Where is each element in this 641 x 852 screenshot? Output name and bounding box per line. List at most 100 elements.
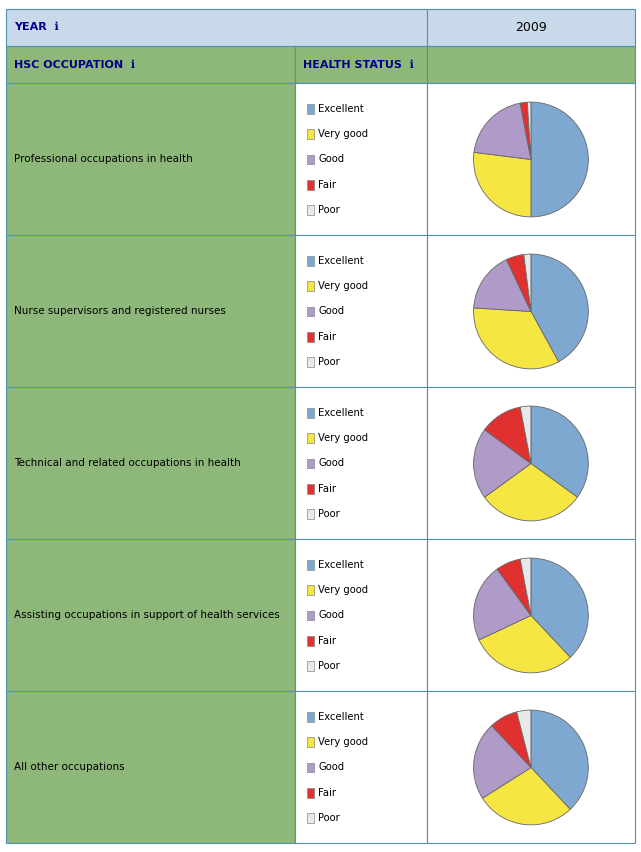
Text: YEAR  ℹ: YEAR ℹ: [14, 22, 59, 32]
Wedge shape: [485, 407, 531, 463]
Text: Poor: Poor: [319, 205, 340, 216]
Text: Very good: Very good: [319, 433, 369, 443]
FancyBboxPatch shape: [307, 661, 314, 671]
Text: Excellent: Excellent: [319, 560, 364, 570]
Wedge shape: [483, 768, 570, 825]
Text: Good: Good: [319, 763, 345, 773]
FancyBboxPatch shape: [428, 235, 635, 388]
Wedge shape: [531, 710, 588, 809]
Text: Good: Good: [319, 307, 345, 316]
FancyBboxPatch shape: [296, 539, 428, 692]
Text: Excellent: Excellent: [319, 711, 364, 722]
Wedge shape: [474, 726, 531, 798]
Text: Good: Good: [319, 611, 345, 620]
Text: Assisting occupations in support of health services: Assisting occupations in support of heal…: [14, 611, 280, 620]
FancyBboxPatch shape: [307, 585, 314, 595]
FancyBboxPatch shape: [307, 180, 314, 189]
FancyBboxPatch shape: [307, 130, 314, 139]
Wedge shape: [474, 569, 531, 640]
FancyBboxPatch shape: [307, 281, 314, 291]
Wedge shape: [520, 558, 531, 615]
Text: Fair: Fair: [319, 788, 337, 797]
FancyBboxPatch shape: [307, 332, 314, 342]
Text: Poor: Poor: [319, 813, 340, 823]
Wedge shape: [517, 710, 531, 768]
Text: Good: Good: [319, 458, 345, 469]
FancyBboxPatch shape: [296, 235, 428, 388]
Wedge shape: [531, 406, 588, 498]
Wedge shape: [474, 153, 531, 217]
FancyBboxPatch shape: [307, 788, 314, 797]
Text: Very good: Very good: [319, 130, 369, 139]
Wedge shape: [479, 615, 570, 673]
FancyBboxPatch shape: [307, 458, 314, 469]
FancyBboxPatch shape: [307, 484, 314, 493]
Text: Fair: Fair: [319, 180, 337, 190]
Text: HSC OCCUPATION  ℹ: HSC OCCUPATION ℹ: [14, 60, 135, 70]
Wedge shape: [474, 103, 531, 159]
FancyBboxPatch shape: [307, 712, 314, 722]
Wedge shape: [497, 559, 531, 615]
FancyBboxPatch shape: [296, 692, 428, 843]
FancyBboxPatch shape: [307, 205, 314, 215]
FancyBboxPatch shape: [6, 692, 296, 843]
Text: All other occupations: All other occupations: [14, 763, 125, 773]
Text: 2009: 2009: [515, 20, 547, 34]
FancyBboxPatch shape: [6, 235, 296, 388]
FancyBboxPatch shape: [296, 46, 428, 83]
Wedge shape: [531, 558, 588, 658]
Text: Fair: Fair: [319, 484, 337, 494]
Wedge shape: [531, 254, 588, 362]
FancyBboxPatch shape: [307, 763, 314, 772]
FancyBboxPatch shape: [307, 256, 314, 266]
FancyBboxPatch shape: [307, 434, 314, 443]
Wedge shape: [531, 102, 588, 217]
Text: Poor: Poor: [319, 509, 340, 519]
FancyBboxPatch shape: [307, 560, 314, 569]
FancyBboxPatch shape: [296, 388, 428, 539]
Text: Nurse supervisors and registered nurses: Nurse supervisors and registered nurses: [14, 307, 226, 316]
FancyBboxPatch shape: [307, 307, 314, 316]
FancyBboxPatch shape: [296, 83, 428, 235]
Wedge shape: [528, 102, 531, 159]
FancyBboxPatch shape: [428, 388, 635, 539]
FancyBboxPatch shape: [6, 9, 428, 46]
Wedge shape: [492, 712, 531, 768]
FancyBboxPatch shape: [307, 814, 314, 823]
FancyBboxPatch shape: [307, 611, 314, 620]
Wedge shape: [485, 463, 578, 521]
Text: Technical and related occupations in health: Technical and related occupations in hea…: [14, 458, 241, 469]
Text: Poor: Poor: [319, 357, 340, 367]
Wedge shape: [506, 255, 531, 312]
Text: Poor: Poor: [319, 661, 340, 671]
FancyBboxPatch shape: [428, 539, 635, 692]
Wedge shape: [474, 260, 531, 312]
Wedge shape: [520, 406, 531, 463]
Text: Professional occupations in health: Professional occupations in health: [14, 154, 193, 164]
Text: Excellent: Excellent: [319, 104, 364, 114]
FancyBboxPatch shape: [307, 104, 314, 113]
FancyBboxPatch shape: [428, 692, 635, 843]
Text: Very good: Very good: [319, 585, 369, 596]
FancyBboxPatch shape: [307, 509, 314, 519]
FancyBboxPatch shape: [428, 9, 635, 46]
FancyBboxPatch shape: [307, 738, 314, 747]
Text: Fair: Fair: [319, 636, 337, 646]
Text: Very good: Very good: [319, 737, 369, 747]
FancyBboxPatch shape: [307, 358, 314, 367]
Text: Excellent: Excellent: [319, 408, 364, 417]
FancyBboxPatch shape: [307, 155, 314, 164]
FancyBboxPatch shape: [6, 83, 296, 235]
Wedge shape: [474, 308, 558, 369]
FancyBboxPatch shape: [428, 46, 635, 83]
FancyBboxPatch shape: [6, 388, 296, 539]
Text: HEALTH STATUS  ℹ: HEALTH STATUS ℹ: [303, 60, 414, 70]
Wedge shape: [524, 254, 531, 312]
FancyBboxPatch shape: [428, 83, 635, 235]
FancyBboxPatch shape: [6, 46, 296, 83]
Text: Good: Good: [319, 154, 345, 164]
Text: Fair: Fair: [319, 331, 337, 342]
FancyBboxPatch shape: [307, 408, 314, 417]
FancyBboxPatch shape: [307, 636, 314, 646]
Wedge shape: [520, 102, 531, 159]
